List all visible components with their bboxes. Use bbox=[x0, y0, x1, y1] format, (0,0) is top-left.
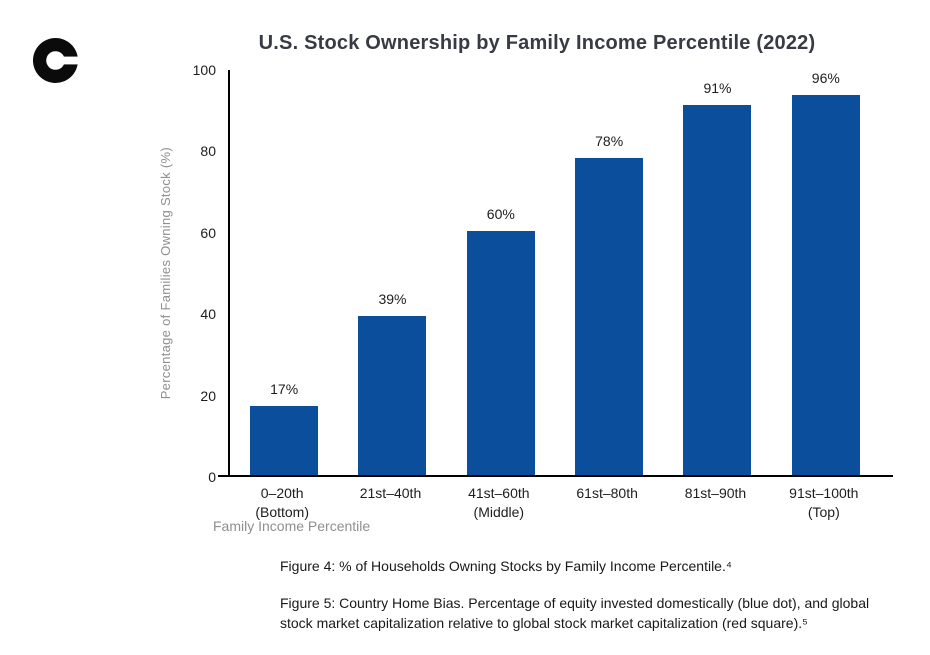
bar bbox=[250, 405, 319, 475]
y-axis-ticks: 0 20 40 60 80 100 bbox=[150, 62, 216, 485]
bar-column: 39% bbox=[338, 70, 446, 475]
plot-area: 17% 39% 60% 78% 91% 96% bbox=[218, 70, 893, 477]
y-tick-label: 0 bbox=[208, 469, 216, 485]
x-tick-label: 61st–80th bbox=[576, 485, 638, 501]
x-tick-label: 0–20th (Bottom) bbox=[255, 485, 309, 520]
bar-value-label: 96% bbox=[811, 70, 840, 86]
brand-logo bbox=[33, 38, 78, 83]
bar-column: 17% bbox=[230, 70, 338, 475]
x-tick-label: 81st–90th bbox=[684, 485, 747, 501]
bar bbox=[358, 316, 427, 475]
x-axis-ticks: 0–20th (Bottom) 21st–40th 41st–60th (Middl… bbox=[228, 484, 878, 522]
y-axis-title: Percentage of Families Owning Stock (%) bbox=[157, 147, 173, 400]
y-tick-label: 40 bbox=[200, 306, 216, 323]
bar-value-label: 60% bbox=[486, 205, 515, 222]
y-tick-label: 60 bbox=[200, 224, 216, 241]
bar-value-label: 78% bbox=[595, 132, 624, 149]
bar bbox=[791, 95, 860, 475]
zero-tick-mark bbox=[218, 475, 228, 477]
bar-value-label: 91% bbox=[703, 79, 732, 96]
bar bbox=[683, 104, 752, 475]
c-logo-icon bbox=[33, 38, 78, 83]
bar-value-label: 17% bbox=[270, 380, 299, 397]
bar-column: 78% bbox=[555, 70, 663, 475]
x-tick-label: 41st–60th (Middle) bbox=[468, 485, 530, 520]
figure4-caption: Figure 4: % of Households Owning Stocks … bbox=[280, 558, 732, 574]
bar-column: 96% bbox=[772, 70, 880, 475]
y-tick-label: 80 bbox=[200, 143, 216, 160]
bar bbox=[575, 157, 644, 475]
x-tick-label: 91st–100th (Top) bbox=[789, 485, 859, 520]
figure5-caption: Figure 5: Country Home Bias. Percentage … bbox=[280, 595, 870, 631]
x-axis-title: Family Income Percentile bbox=[213, 518, 371, 534]
chart-title: U.S. Stock Ownership by Family Income Pe… bbox=[258, 32, 816, 54]
bar-series: 17% 39% 60% 78% 91% 96% bbox=[230, 70, 880, 475]
bar-column: 60% bbox=[447, 70, 555, 475]
y-axis-title-box: Percentage of Families Owning Stock (%) bbox=[155, 70, 175, 477]
bar-column: 91% bbox=[663, 70, 771, 475]
x-tick-label: 21st–40th bbox=[359, 485, 422, 501]
bar bbox=[466, 230, 535, 475]
y-tick-label: 100 bbox=[192, 62, 216, 78]
y-tick-label: 20 bbox=[200, 387, 216, 404]
bar-value-label: 39% bbox=[378, 291, 407, 308]
